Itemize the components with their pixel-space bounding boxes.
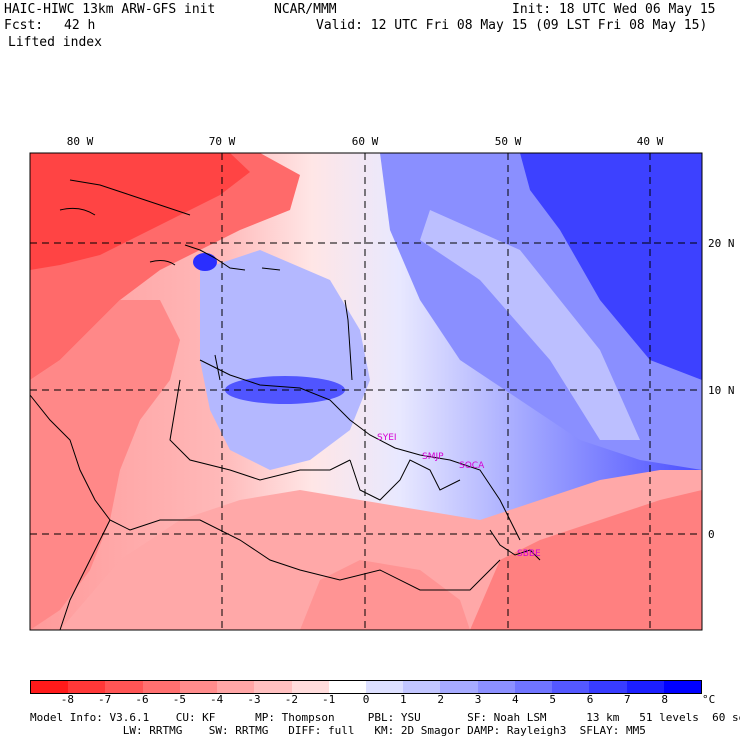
colorbar-tick-label: 7 xyxy=(624,693,631,706)
colorbar-cell xyxy=(403,681,441,693)
colorbar-tick-label: -3 xyxy=(247,693,261,706)
blue-core-hispaniola xyxy=(193,253,217,271)
colorbar-tick-label: -6 xyxy=(135,693,149,706)
colorbar-tick-label: -5 xyxy=(172,693,186,706)
model-info-line1: Model Info: V3.6.1 CU: KF MP: Thompson P… xyxy=(30,711,740,724)
lon-label-80w: 80 W xyxy=(67,135,94,148)
colorbar-tick-label: 0 xyxy=(362,693,370,706)
lon-label-50w: 50 W xyxy=(495,135,522,148)
colorbar-cell xyxy=(514,681,553,693)
lat-label-10n: 10 N xyxy=(708,384,735,397)
lat-label-20n: 20 N xyxy=(708,237,735,250)
valid-time: Valid: 12 UTC Fri 08 May 15 (09 LST Fri … xyxy=(316,18,708,33)
colorbar-unit: °C xyxy=(702,693,716,706)
colorbar-cell xyxy=(477,681,515,693)
colorbar-cell xyxy=(179,681,218,693)
colorbar-tick-label: 1 xyxy=(400,693,407,706)
colorbar-tick-label: 4 xyxy=(512,693,519,706)
colorbar-tick-label: 2 xyxy=(437,693,444,706)
colorbar-cell xyxy=(68,681,106,693)
blue-tongue-central xyxy=(200,250,370,470)
colorbar-cell xyxy=(328,681,366,693)
colorbar-cell xyxy=(626,681,664,693)
colorbar-tick-label: 5 xyxy=(549,693,556,706)
lon-label-60w: 60 W xyxy=(352,135,379,148)
model-title: HAIC-HIWC 13km ARW-GFS init xyxy=(4,2,216,17)
colorbar-tick-label: -4 xyxy=(210,693,224,706)
colorbar-cell xyxy=(589,681,627,693)
colorbar-cell xyxy=(365,681,404,693)
model-info-line2: LW: RRTMG SW: RRTMG DIFF: full KM: 2D Sm… xyxy=(30,724,646,737)
station-label-sbbe: SBBE xyxy=(517,549,541,559)
station-label-soca: SOCA xyxy=(459,461,485,471)
colorbar-cell xyxy=(105,681,143,693)
colorbar xyxy=(30,680,702,694)
colorbar-cell xyxy=(142,681,180,693)
red-region-se xyxy=(470,490,702,630)
station-label-syei: SYEI xyxy=(377,433,397,443)
red-blob-south xyxy=(300,560,470,630)
lat-lon-grid xyxy=(30,153,702,630)
colorbar-cell xyxy=(291,681,329,693)
colorbar-cell xyxy=(217,681,255,693)
colorbar-tick-label: -8 xyxy=(60,693,74,706)
forecast-label: Fcst: xyxy=(4,18,44,33)
colorbar-tick-label: 6 xyxy=(586,693,594,706)
colorbar-cell xyxy=(663,681,701,693)
colorbar-cell xyxy=(254,681,292,693)
lon-label-70w: 70 W xyxy=(209,135,236,148)
colorbar-tick-label: -7 xyxy=(98,693,112,706)
light-streak-east xyxy=(420,210,640,440)
colorbar-tick-label: -2 xyxy=(284,693,298,706)
colorbar-cell xyxy=(31,681,69,693)
colorbar-cell xyxy=(552,681,590,693)
colorbar-cell xyxy=(440,681,478,693)
map-frame xyxy=(29,152,703,631)
field-name: Lifted index xyxy=(8,35,102,50)
colorbar-tick-label: 8 xyxy=(661,693,668,706)
init-time: Init: 18 UTC Wed 06 May 15 xyxy=(512,2,716,17)
org-label: NCAR/MMM xyxy=(274,2,337,17)
colorbar-tick-label: 3 xyxy=(474,693,482,706)
lat-label-0: 0 xyxy=(708,528,715,541)
forecast-hour: 42 h xyxy=(64,18,96,33)
colorbar-tick-label: -1 xyxy=(322,693,336,706)
blue-core-east xyxy=(520,153,702,380)
station-label-smjp: SMJP xyxy=(422,452,444,462)
political-borders xyxy=(30,179,541,630)
red-region-w xyxy=(30,300,180,630)
lon-label-40w: 40 W xyxy=(637,135,664,148)
